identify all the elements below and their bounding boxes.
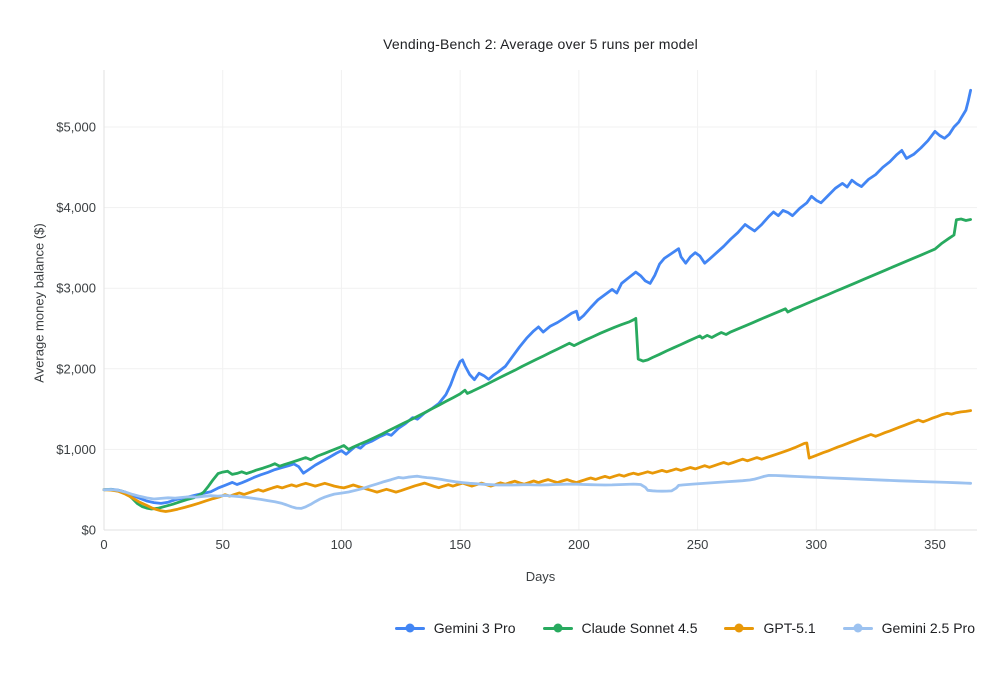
- legend-line-marker-icon: [842, 623, 873, 633]
- y-tick-label: $2,000: [56, 361, 96, 376]
- y-tick-label: $5,000: [56, 120, 96, 135]
- y-tick-label: $0: [82, 523, 96, 538]
- legend-item-gemini-2-5-pro[interactable]: Gemini 2.5 Pro: [842, 620, 975, 636]
- x-tick-label: 150: [449, 537, 471, 552]
- legend-dot-icon: [553, 623, 562, 633]
- plot-area: $0 $1,000 $2,000 $3,000 $4,000 $5,000 0 50 100 15…: [56, 70, 977, 552]
- x-tick-label: 350: [924, 537, 946, 552]
- legend-item-claude-sonnet-4-5[interactable]: Claude Sonnet 4.5: [542, 620, 698, 636]
- chart-title: Vending-Bench 2: Average over 5 runs per…: [383, 36, 698, 52]
- x-tick-label: 200: [568, 537, 590, 552]
- legend-line-marker-icon: [724, 623, 755, 633]
- x-tick-label: 50: [215, 537, 229, 552]
- x-tick-label: 250: [687, 537, 709, 552]
- x-tick-label: 0: [100, 537, 107, 552]
- legend-label: GPT-5.1: [763, 620, 816, 636]
- y-tick-label: $1,000: [56, 442, 96, 457]
- legend-item-gemini-3-pro[interactable]: Gemini 3 Pro: [394, 620, 516, 636]
- series-line-claude-sonnet-4-5[interactable]: [102, 217, 972, 511]
- y-tick-label: $4,000: [56, 200, 96, 215]
- legend-item-gpt-5-1[interactable]: GPT-5.1: [724, 620, 816, 636]
- legend-line-marker-icon: [394, 623, 425, 633]
- legend-dot-icon: [853, 623, 863, 633]
- legend-label: Gemini 3 Pro: [433, 620, 516, 636]
- legend-label: Claude Sonnet 4.5: [581, 620, 698, 636]
- series-line-gemini-2-5-pro[interactable]: [102, 473, 972, 510]
- legend-dot-icon: [405, 623, 415, 633]
- x-axis-title: Days: [525, 569, 556, 584]
- legend-line-marker-icon: [542, 623, 573, 633]
- series-line-gemini-3-pro[interactable]: [102, 88, 972, 505]
- legend-label: Gemini 2.5 Pro: [881, 620, 975, 636]
- legend: Gemini 3 Pro Claude Sonnet 4.5 GPT-5.1 Gemi…: [104, 620, 975, 636]
- x-tick-label: 100: [331, 537, 353, 552]
- y-tick-label: $3,000: [56, 281, 96, 296]
- series-line-gpt-5-1[interactable]: [102, 409, 972, 513]
- x-tick-label: 300: [805, 537, 827, 552]
- legend-dot-icon: [734, 623, 744, 633]
